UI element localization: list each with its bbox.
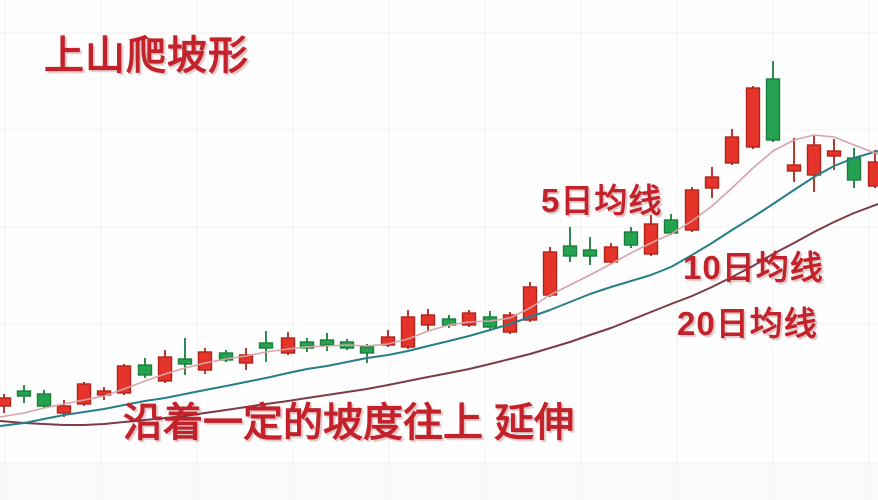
bear-candle-body — [258, 342, 274, 349]
bull-candle-body — [704, 176, 720, 189]
bear-candle-body — [177, 358, 193, 365]
bottom-shade-strip — [0, 464, 878, 500]
bull-candle-body — [603, 246, 619, 263]
ma20-line — [0, 203, 878, 426]
bull-candle-body — [867, 161, 878, 187]
bear-candle-body — [663, 219, 679, 234]
slope-annotation: 沿着一定的坡度往上 延伸 — [123, 401, 575, 445]
bull-candle-body — [238, 354, 254, 364]
bull-candle-body — [157, 356, 173, 382]
bull-candle-body — [56, 405, 72, 414]
bear-candle-body — [359, 346, 375, 354]
bull-candle-body — [684, 189, 700, 231]
bull-candle-body — [0, 397, 12, 407]
bear-candle-body — [846, 157, 862, 181]
bull-candle-body — [116, 365, 132, 394]
ma5-line — [0, 134, 878, 418]
ma10-line-label: 10日均线 — [683, 249, 824, 286]
bear-candle-body — [582, 249, 598, 257]
bull-candle-body — [826, 150, 842, 157]
bull-candle-body — [643, 223, 659, 255]
bull-candle-body — [380, 336, 396, 346]
bear-candle-body — [562, 245, 578, 257]
bear-candle-body — [137, 364, 153, 376]
bear-candle-body — [218, 352, 234, 361]
bull-candle-body — [542, 251, 558, 296]
ma5-line-label: 5日均线 — [541, 182, 663, 219]
bear-candle-body — [36, 393, 52, 407]
bull-candle-body — [280, 337, 296, 354]
bull-candle-body — [745, 87, 761, 148]
bear-candle-body — [319, 339, 335, 346]
bull-candle-body — [420, 314, 436, 326]
bear-candle-body — [299, 341, 315, 349]
page-title: 上山爬坡形 — [44, 34, 249, 78]
bull-candle-body — [724, 136, 740, 164]
ma20-line-label: 20日均线 — [677, 305, 818, 342]
bull-candle-body — [786, 164, 802, 172]
bull-candle-body — [806, 144, 822, 176]
bear-candle-body — [765, 78, 781, 141]
bull-candle-body — [197, 351, 213, 371]
ma10-line — [0, 150, 878, 427]
bear-candle-body — [623, 231, 639, 246]
bull-candle-body — [400, 316, 416, 348]
bear-candle-body — [16, 390, 32, 397]
